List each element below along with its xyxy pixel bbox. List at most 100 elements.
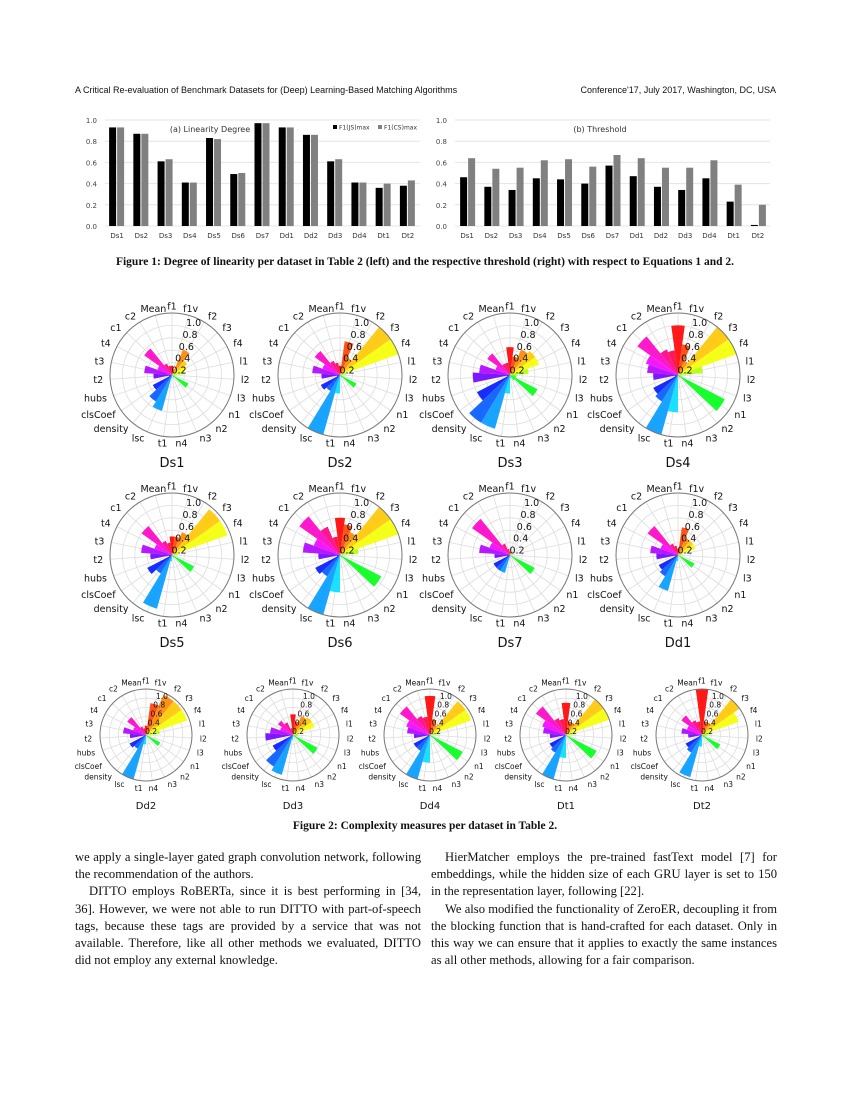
axis-label-clsCoef: clsCoef [222,762,250,771]
bar-hubs [336,555,340,557]
axis-label-t2: t2 [261,375,271,386]
r-tick-label: 0.4 [432,718,444,727]
bar-Dt2-js [399,185,407,226]
grid-spoke [171,554,234,560]
axis-label-Mean: Mean [308,304,334,315]
axis-label-t2: t2 [93,375,103,386]
y-tick-label: 1.0 [86,117,97,125]
bar-l1 [566,731,576,735]
axis-label-f1: f1 [562,677,570,686]
axis-label-l1: l1 [746,536,755,547]
grid-spoke [677,554,740,560]
grid-spoke [509,374,572,380]
axis-label-n2: n2 [384,604,396,615]
grid-spoke [339,554,399,577]
axis-label-n1: n1 [396,590,408,601]
axis-label-c2: c2 [125,491,136,502]
axis-label-l2: l2 [579,375,588,386]
axis-label-lsc: lsc [638,614,651,625]
bar-t4 [322,364,340,375]
axis-label-n2: n2 [327,773,337,782]
bar-f4 [146,709,188,735]
axis-label-n3: n3 [724,780,734,789]
axis-label-f2: f2 [594,684,602,693]
bar-Ds6-js [230,174,238,226]
bar-Ds1-cs [117,127,125,226]
grid-spoke [171,374,198,433]
axis-label-t4: t4 [101,339,111,350]
grid-spoke [509,554,569,577]
outer-ring [277,312,403,438]
bar-f3 [430,701,466,735]
grid-spoke [292,734,300,781]
chart-title: Ds7 [497,636,522,651]
grid-spoke [113,374,173,397]
axis-label-lsc: lsc [470,614,483,625]
axis-label-n3: n3 [315,780,325,789]
bar-Dd2-js [653,186,661,226]
grid-spoke [113,554,173,577]
bar-l3 [678,555,680,556]
axis-label-n2: n2 [554,424,566,435]
axis-label-clsCoef: clsCoef [249,590,284,601]
r-tick-label: 0.2 [171,366,186,377]
axis-label-c2: c2 [293,311,304,322]
bar-density [659,555,678,577]
grid-spoke [171,374,231,397]
bar-density [134,735,146,749]
axis-label-l1: l1 [483,720,490,729]
grid-spoke [701,734,748,739]
axis-label-t3: t3 [641,720,649,729]
axis-label-l2: l2 [409,375,418,386]
axis-label-l3: l3 [237,393,246,404]
bar-Dd4-cs [359,182,367,226]
grid-spoke [292,734,339,739]
y-tick-label: 0.8 [86,138,97,146]
grid-spoke [171,554,198,613]
bar-Dd3-cs [686,167,694,226]
grid-spoke [451,554,511,577]
axis-label-density: density [640,773,668,782]
axis-label-c1: c1 [98,694,107,703]
axis-label-n4: n4 [681,439,693,450]
bar-t4 [542,720,566,735]
bar-Ds7-cs [613,154,621,226]
axis-label-c2: c2 [293,491,304,502]
axis-label-f1: f1 [167,481,176,492]
bar-l1 [678,366,703,375]
bar-n2 [702,735,704,737]
axis-label-Mean: Mean [405,679,426,688]
y-tick-label: 0.6 [436,159,448,167]
grid-spoke [339,554,349,617]
axis-label-clsCoef: clsCoef [81,590,116,601]
bar-c1 [141,526,172,555]
grid-spoke [619,374,679,397]
axis-label-n4: n4 [175,619,187,630]
r-tick-label: 0.6 [347,342,362,353]
r-tick-label: 0.4 [343,354,358,365]
y-tick-label: 0.4 [86,181,98,189]
bar-t2 [494,553,510,559]
bar-Dd2-cs [661,167,669,226]
bar-t1 [170,555,172,562]
r-tick-label: 1.0 [576,692,588,701]
grid-spoke [677,374,718,424]
bar-Mean [696,721,702,735]
axis-label-density: density [600,604,635,615]
grid-spoke [339,374,366,433]
x-tick-label: Ds2 [485,232,499,240]
axis-label-f3: f3 [222,323,231,334]
bar-n2 [678,555,679,557]
axis-label-f2: f2 [376,491,385,502]
grid-spoke [145,734,176,771]
grid-spoke [292,734,337,751]
grid-spoke [163,554,173,617]
bar-Dt1-cs [383,183,391,226]
bar-Ds3-cs [165,159,173,226]
bar-Ds3-js [157,161,165,226]
grid-spoke [509,554,572,560]
axis-label-n3: n3 [199,434,211,445]
bar-t3 [479,544,510,555]
x-tick-label: Ds6 [582,232,596,240]
